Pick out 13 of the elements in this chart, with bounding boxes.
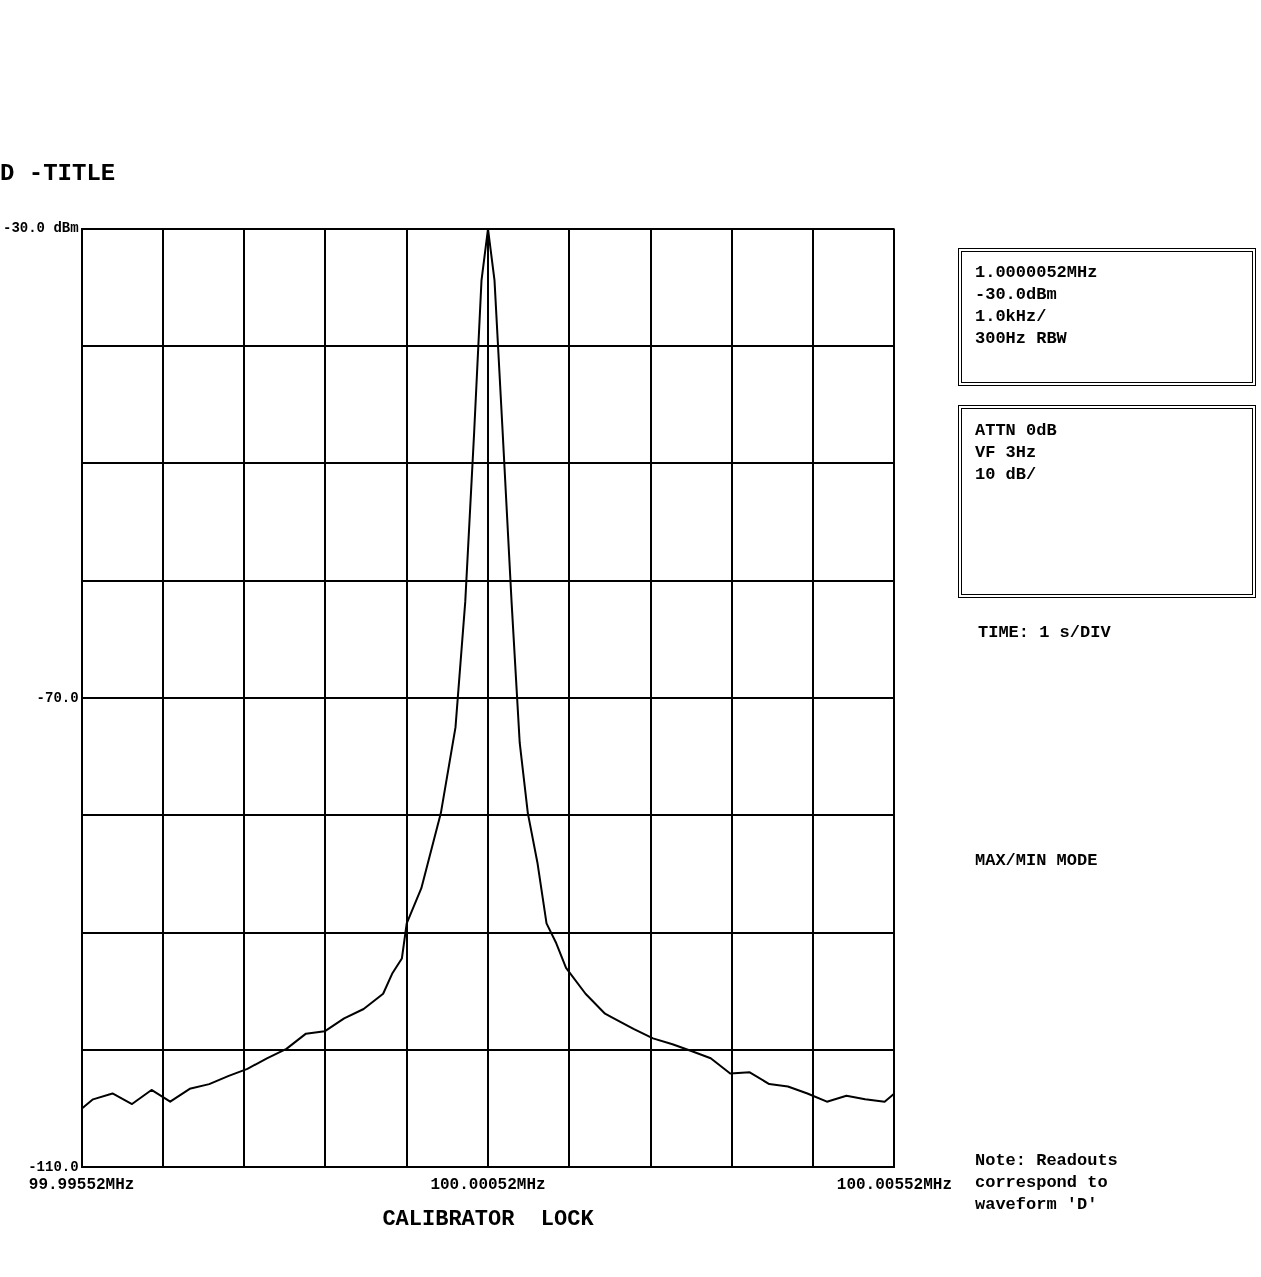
y-tick-label: -110.0 [28, 1158, 79, 1175]
text: Note: Readouts correspond to waveform 'D' [975, 1150, 1118, 1216]
x-tick-label: 100.00552MHz [836, 1176, 952, 1195]
text: ATTN 0dB VF 3Hz 10 dB/ [975, 420, 1057, 486]
text: TIME: 1 s/DIV [978, 622, 1111, 644]
y-tick-label: -70.0 [36, 689, 79, 706]
x-tick-label: 99.99552MHz [28, 1176, 135, 1195]
text: 1.0000052MHz -30.0dBm 1.0kHz/ 300Hz RBW [975, 262, 1098, 350]
x-tick-label: 100.00052MHz [430, 1176, 546, 1195]
chart-title: D -TITLE [0, 160, 116, 188]
y-tick-label: -30.0 dBm [2, 220, 79, 237]
text: MAX/MIN MODE [975, 850, 1098, 872]
x-axis-title: CALIBRATOR LOCK [382, 1207, 595, 1233]
